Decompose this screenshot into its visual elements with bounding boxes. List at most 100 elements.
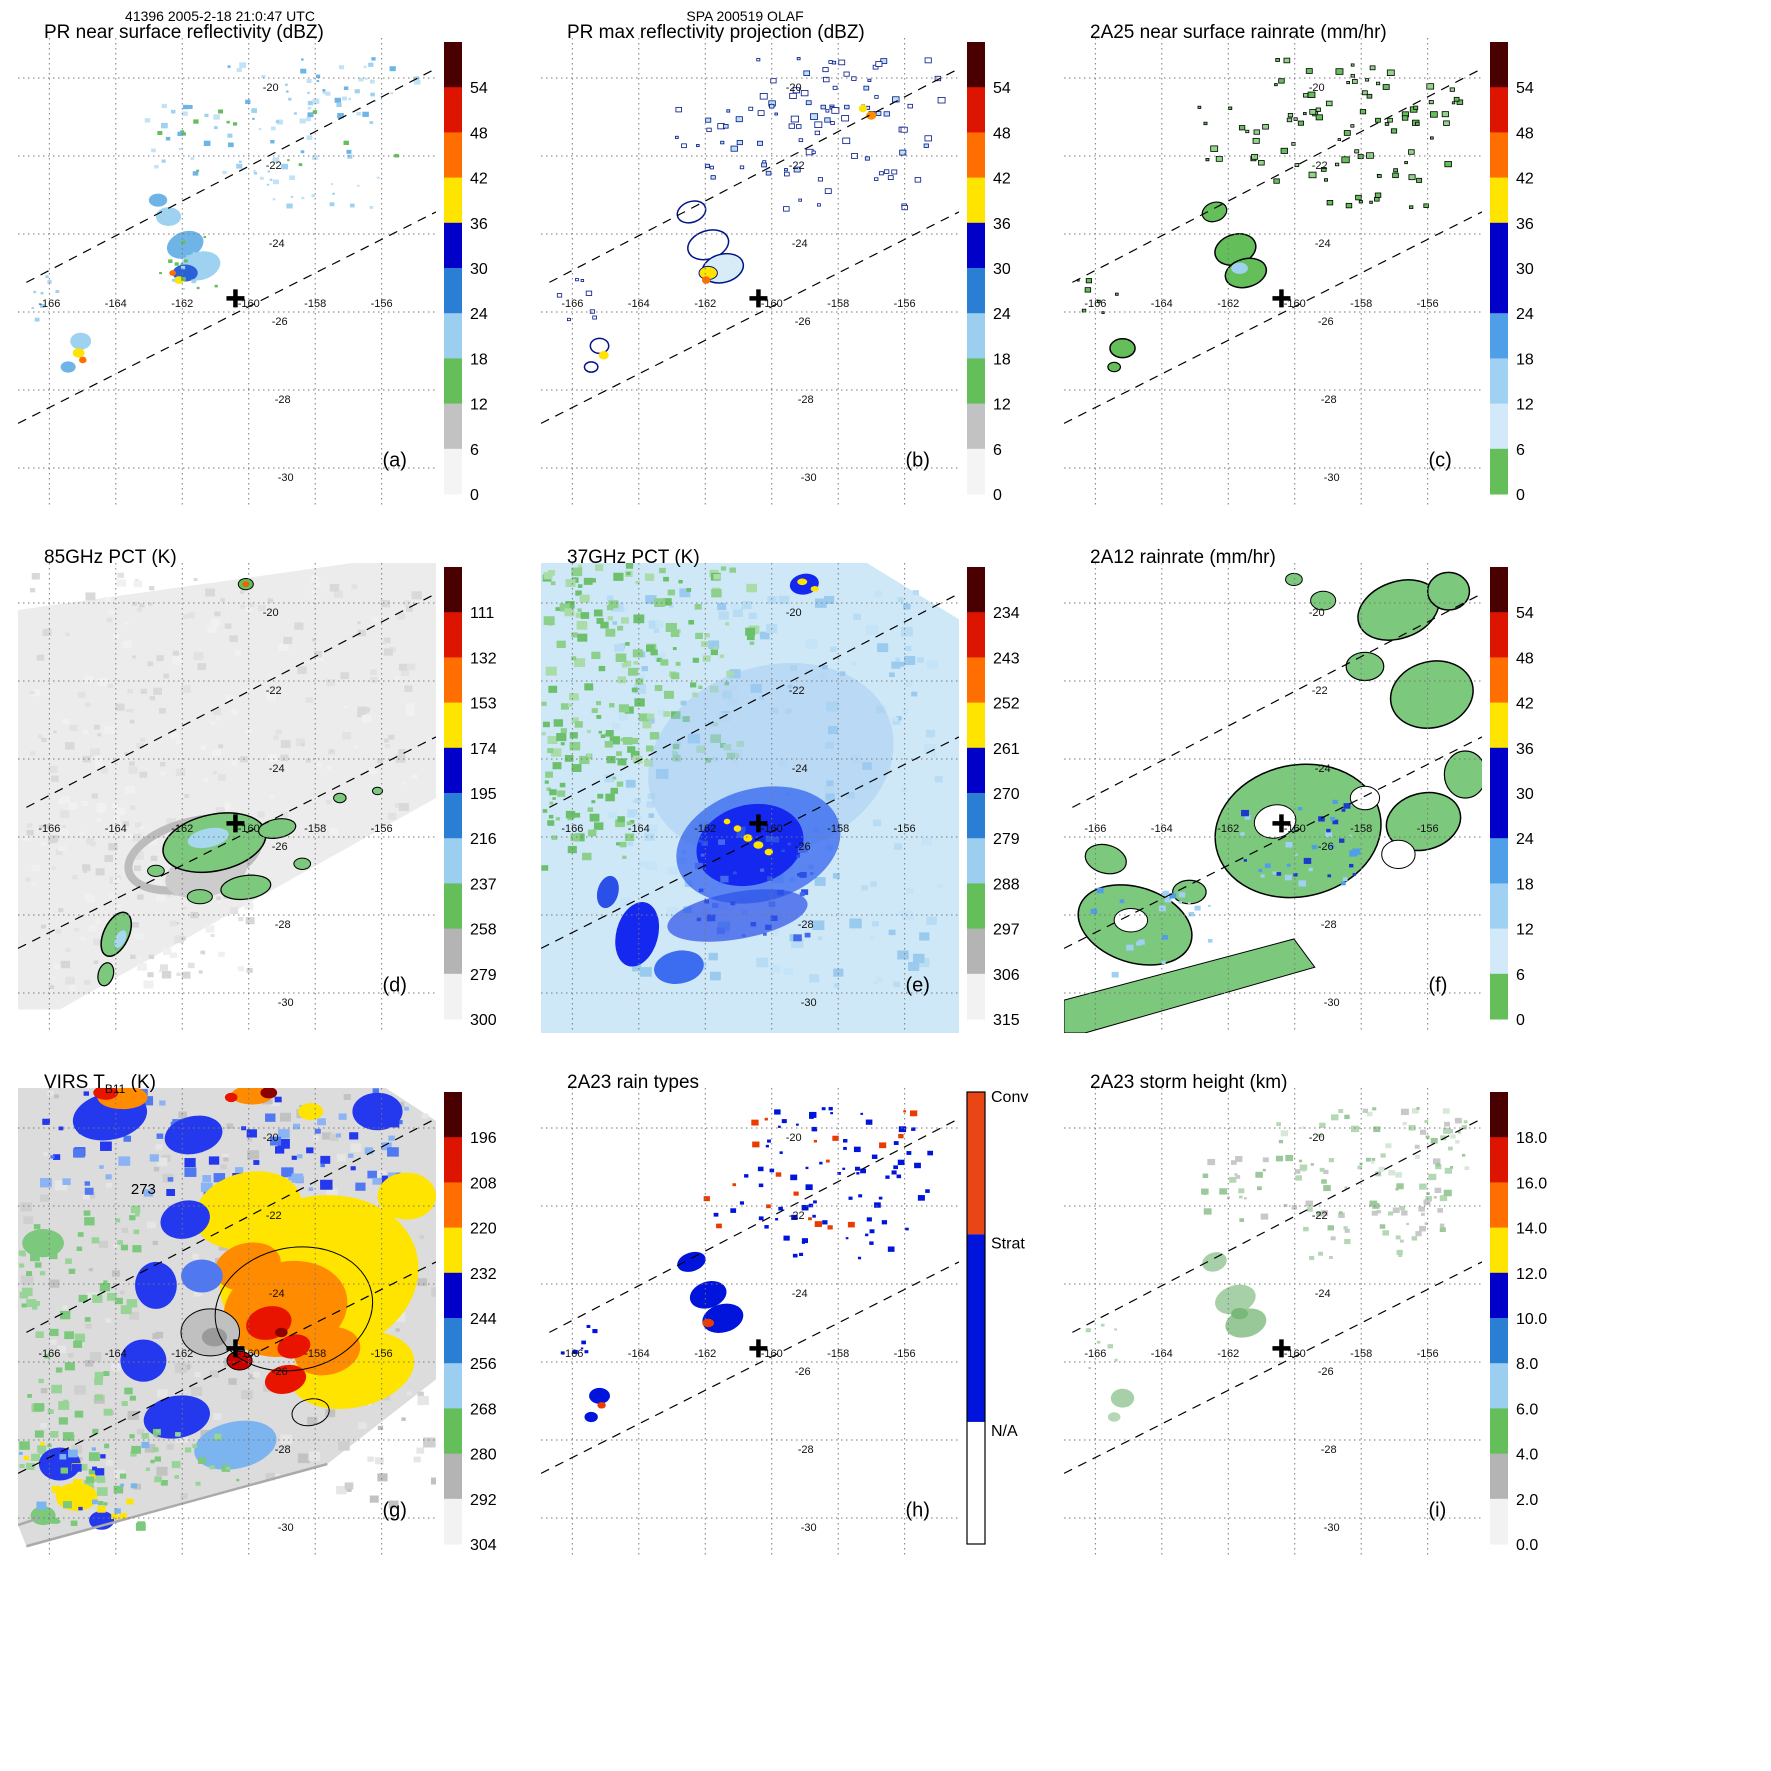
lat-label: -20 xyxy=(263,82,279,94)
lon-label: -158 xyxy=(1350,823,1372,835)
colorbar-tick: 258 xyxy=(470,922,497,939)
map-g: 273 -166 -164 -162 -160 -158 -156 -20 -22 -24 -26 -… xyxy=(18,1088,436,1558)
colorbar-tick: 268 xyxy=(470,1401,497,1418)
colorbar-tick: 54 xyxy=(1516,80,1534,97)
colorbar-tick: 292 xyxy=(470,1492,497,1509)
colorbar-tick: 48 xyxy=(470,125,488,142)
map-c: -166 -164 -162 -160 -158 -156 -20 -22 -24 -26 -28 -… xyxy=(1064,38,1482,508)
colorbar-tick: 42 xyxy=(993,171,1011,188)
lon-label: -156 xyxy=(371,823,393,835)
map-a: -166 -164 -162 -160 -158 -156 -20 -22 -24 -26 -28 -… xyxy=(18,38,436,508)
lon-label: -162 xyxy=(1217,298,1239,310)
panel-title-h: 2A23 rain types xyxy=(567,1072,700,1093)
lat-label: -22 xyxy=(266,160,282,172)
lon-label: -162 xyxy=(694,1348,716,1360)
colorbar-tick: 256 xyxy=(470,1356,497,1373)
colorbar-f: 54 48 42 36 30 24 18 12 6 0 xyxy=(1490,567,1534,1029)
lat-label: -20 xyxy=(786,1132,802,1144)
lon-label: -158 xyxy=(1350,298,1372,310)
lon-label: -156 xyxy=(371,1348,393,1360)
colorbar-label: N/A xyxy=(991,1423,1018,1440)
colorbar-tick: 18 xyxy=(470,351,488,368)
colorbar-tick: 237 xyxy=(470,876,497,893)
lat-label: -20 xyxy=(786,607,802,619)
lat-label: -26 xyxy=(1318,841,1334,853)
colorbar-tick: 12 xyxy=(1516,397,1534,414)
lat-label: -26 xyxy=(272,1366,288,1378)
lon-label: -160 xyxy=(761,1348,783,1360)
lat-label: -30 xyxy=(801,1522,817,1534)
lon-label: -156 xyxy=(1417,298,1439,310)
panel-a: PR near surface reflectivity (dBZ) -166 -1… xyxy=(10,10,533,535)
panel-letter: (a) xyxy=(382,450,406,472)
colorbar-tick: 18 xyxy=(993,351,1011,368)
panel-letter: (g) xyxy=(382,1500,406,1522)
lat-label: -30 xyxy=(1324,472,1340,484)
colorbar-tick: 18 xyxy=(1516,876,1534,893)
lon-label: -166 xyxy=(1084,1348,1106,1360)
lat-label: -28 xyxy=(1321,919,1337,931)
panel-b: PR max reflectivity projection (dBZ) -166… xyxy=(533,10,1056,535)
lon-label: -158 xyxy=(304,298,326,310)
colorbar-g: 196 208 220 232 244 256 268 280 292 304 xyxy=(444,1092,497,1554)
lon-label: -164 xyxy=(628,1348,650,1360)
storm-center-cross xyxy=(226,289,245,308)
lon-label: -164 xyxy=(1151,298,1173,310)
colorbar-a: 54 48 42 36 30 24 18 12 6 0 xyxy=(444,42,488,504)
lon-label: -164 xyxy=(628,823,650,835)
lon-label: -156 xyxy=(894,823,916,835)
lon-label: -162 xyxy=(171,823,193,835)
colorbar-tick: 304 xyxy=(470,1537,497,1554)
colorbar-tick: 16.0 xyxy=(1516,1175,1547,1192)
lat-label: -28 xyxy=(1321,394,1337,406)
colorbar-tick: 234 xyxy=(993,605,1020,622)
lon-label: -162 xyxy=(694,298,716,310)
colorbar-tick: 208 xyxy=(470,1175,497,1192)
map-i: -166 -164 -162 -160 -158 -156 -20 -22 -24 -26 -28 -… xyxy=(1064,1088,1482,1558)
panel-i: 2A23 storm height (km) -166 -164 -162 -160 -1… xyxy=(1056,1060,1579,1585)
lat-label: -20 xyxy=(263,1132,279,1144)
map-d: -166 -164 -162 -160 -158 -156 -20 -22 -24 -26 -28 -… xyxy=(18,563,436,1033)
lat-label: -20 xyxy=(263,607,279,619)
colorbar-tick: 0.0 xyxy=(1516,1537,1538,1554)
lat-label: -30 xyxy=(278,997,294,1009)
colorbar-tick: 0 xyxy=(470,487,479,504)
lat-label: -22 xyxy=(1312,685,1328,697)
colorbar-tick: 243 xyxy=(993,650,1020,667)
colorbar-tick: 174 xyxy=(470,741,497,758)
panel-f: 2A12 rainrate (mm/hr) -166 -164 -162 -160 -15… xyxy=(1056,535,1579,1060)
lat-label: -20 xyxy=(1309,82,1325,94)
colorbar-tick: 48 xyxy=(1516,650,1534,667)
lat-label: -30 xyxy=(801,472,817,484)
lon-label: -160 xyxy=(238,823,260,835)
colorbar-tick: 244 xyxy=(470,1311,497,1328)
lat-label: -26 xyxy=(272,316,288,328)
panel-letter: (e) xyxy=(905,975,929,997)
colorbar-tick: 6.0 xyxy=(1516,1401,1538,1418)
lat-label: -28 xyxy=(275,394,291,406)
colorbar-tick: 24 xyxy=(993,306,1011,323)
lat-label: -26 xyxy=(1318,1366,1334,1378)
lat-label: -30 xyxy=(278,472,294,484)
lon-label: -160 xyxy=(238,1348,260,1360)
lat-label: -28 xyxy=(275,919,291,931)
colorbar-tick: 216 xyxy=(470,831,497,848)
colorbar-tick: 0 xyxy=(1516,1012,1525,1029)
colorbar-e: 234 243 252 261 270 279 288 297 306 315 xyxy=(967,567,1020,1029)
colorbar-tick: 306 xyxy=(993,967,1020,984)
colorbar-tick: 30 xyxy=(470,261,488,278)
lat-label: -24 xyxy=(269,238,285,250)
colorbar-tick: 196 xyxy=(470,1130,497,1147)
colorbar-tick: 42 xyxy=(470,171,488,188)
panel-g: VIRS TB11 (K) 273 -166 -164 -162 -160 -158 -156… xyxy=(10,1060,533,1585)
panel-d: 85GHz PCT (K) -166 -164 -162 -160 -158 -156 -20… xyxy=(10,535,533,1060)
lat-label: -24 xyxy=(1315,1288,1331,1300)
lon-label: -164 xyxy=(105,298,127,310)
colorbar-tick: 12 xyxy=(1516,922,1534,939)
colorbar-tick: 6 xyxy=(470,442,479,459)
colorbar-tick: 24 xyxy=(1516,306,1534,323)
colorbar-tick: 48 xyxy=(1516,125,1534,142)
lat-label: -24 xyxy=(1315,763,1331,775)
panel-title-d: 85GHz PCT (K) xyxy=(44,547,177,568)
lon-label: -162 xyxy=(694,823,716,835)
